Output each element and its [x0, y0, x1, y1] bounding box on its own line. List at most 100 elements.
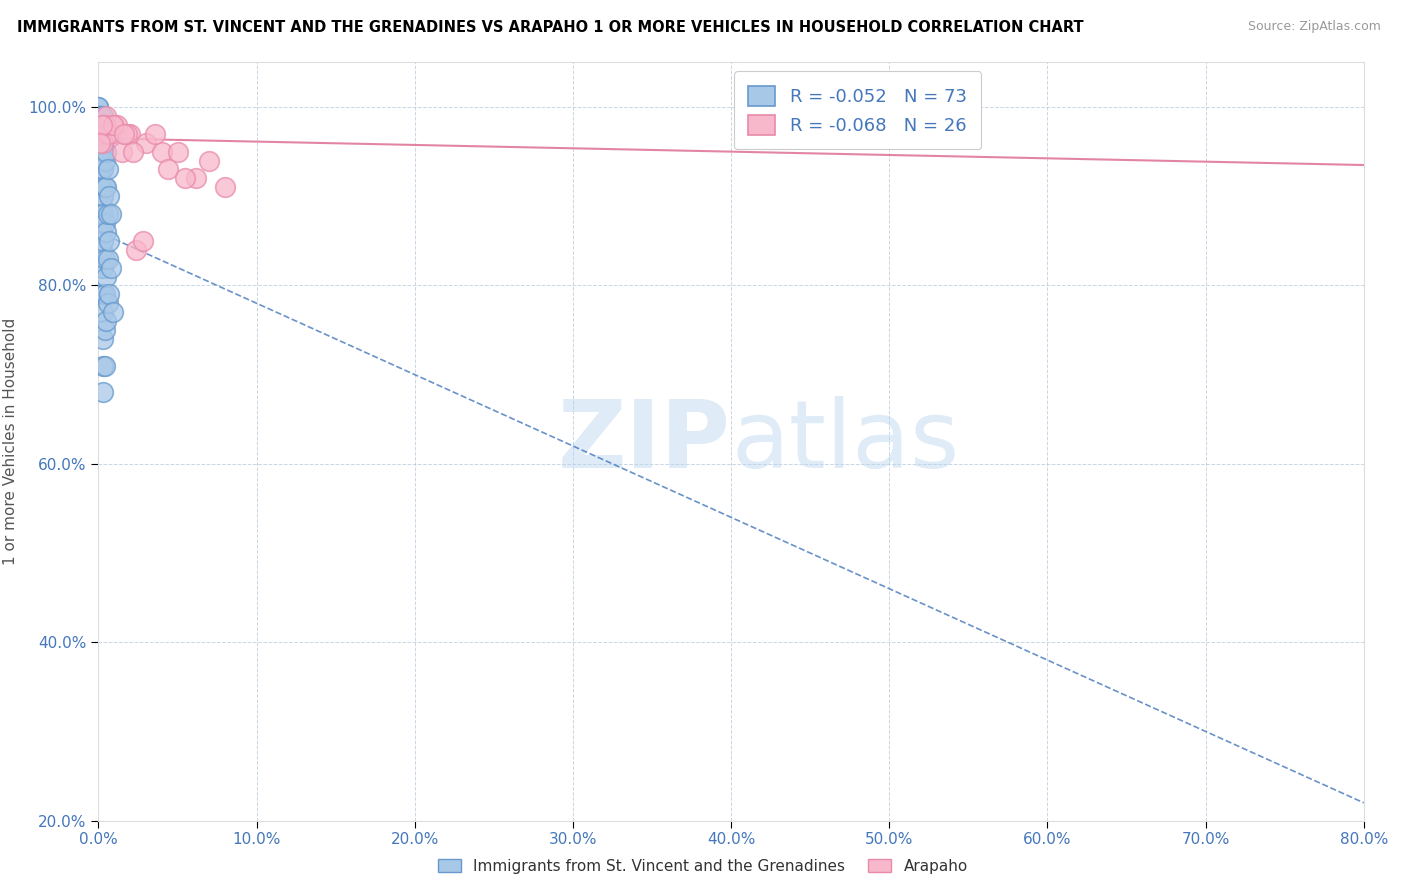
Point	[90, 180, 112, 194]
Point	[93, 180, 117, 194]
Point	[93, 127, 117, 141]
Point	[91, 207, 114, 221]
Point	[97, 252, 120, 266]
Point	[89, 145, 111, 159]
Point	[90, 118, 112, 132]
Point	[91, 162, 114, 177]
Point	[89, 136, 111, 150]
Point	[98, 189, 121, 203]
Point	[89, 136, 111, 150]
Point	[89, 118, 111, 132]
Text: Source: ZipAtlas.com: Source: ZipAtlas.com	[1247, 20, 1381, 33]
Point	[93, 153, 117, 168]
Point	[174, 171, 197, 186]
Point	[93, 216, 117, 230]
Point	[96, 109, 118, 123]
Point	[96, 145, 118, 159]
Point	[91, 305, 114, 319]
Point	[87, 109, 110, 123]
Point	[89, 162, 111, 177]
Point	[93, 323, 117, 337]
Point	[93, 252, 117, 266]
Point	[90, 260, 112, 275]
Legend: Immigrants from St. Vincent and the Grenadines, Arapaho: Immigrants from St. Vincent and the Gren…	[432, 853, 974, 880]
Text: atlas: atlas	[731, 395, 959, 488]
Point	[198, 153, 221, 168]
Point	[166, 145, 188, 159]
Point	[103, 118, 125, 132]
Point	[90, 109, 112, 123]
Point	[87, 100, 110, 114]
Point	[157, 162, 180, 177]
Point	[97, 296, 120, 310]
Point	[96, 269, 118, 284]
Legend: R = -0.052   N = 73, R = -0.068   N = 26: R = -0.052 N = 73, R = -0.068 N = 26	[734, 71, 981, 149]
Point	[93, 359, 117, 373]
Point	[91, 260, 114, 275]
Point	[93, 118, 117, 132]
Point	[89, 127, 111, 141]
Point	[89, 127, 111, 141]
Point	[89, 153, 111, 168]
Point	[89, 153, 111, 168]
Point	[107, 118, 129, 132]
Point	[89, 136, 111, 150]
Point	[87, 109, 110, 123]
Point	[214, 180, 236, 194]
Point	[91, 189, 114, 203]
Point	[89, 145, 111, 159]
Point	[115, 127, 138, 141]
Y-axis label: 1 or more Vehicles in Household: 1 or more Vehicles in Household	[3, 318, 17, 566]
Point	[90, 287, 112, 301]
Point	[186, 171, 208, 186]
Point	[96, 314, 118, 328]
Point	[93, 287, 117, 301]
Point	[91, 127, 114, 141]
Point	[97, 207, 120, 221]
Point	[89, 171, 111, 186]
Point	[96, 180, 118, 194]
Text: IMMIGRANTS FROM ST. VINCENT AND THE GRENADINES VS ARAPAHO 1 OR MORE VEHICLES IN : IMMIGRANTS FROM ST. VINCENT AND THE GREN…	[17, 20, 1084, 35]
Point	[89, 136, 111, 150]
Point	[89, 180, 111, 194]
Point	[120, 127, 141, 141]
Point	[87, 109, 110, 123]
Point	[100, 127, 122, 141]
Point	[90, 225, 112, 239]
Point	[91, 234, 114, 248]
Point	[89, 145, 111, 159]
Point	[100, 260, 122, 275]
Point	[90, 136, 112, 150]
Point	[97, 162, 120, 177]
Point	[90, 127, 112, 141]
Point	[111, 145, 134, 159]
Point	[91, 385, 114, 400]
Point	[89, 109, 111, 123]
Point	[125, 243, 148, 257]
Point	[89, 207, 111, 221]
Point	[91, 145, 114, 159]
Point	[98, 287, 121, 301]
Point	[90, 198, 112, 212]
Point	[101, 305, 124, 319]
Point	[89, 118, 111, 132]
Point	[89, 127, 111, 141]
Point	[122, 145, 145, 159]
Point	[91, 109, 114, 123]
Point	[87, 100, 110, 114]
Point	[100, 207, 122, 221]
Point	[96, 225, 118, 239]
Point	[90, 243, 112, 257]
Point	[101, 118, 124, 132]
Point	[90, 145, 112, 159]
Point	[90, 207, 112, 221]
Point	[90, 162, 112, 177]
Point	[112, 127, 135, 141]
Point	[145, 127, 166, 141]
Point	[91, 287, 114, 301]
Point	[91, 359, 114, 373]
Point	[135, 136, 157, 150]
Point	[150, 145, 173, 159]
Point	[91, 332, 114, 346]
Point	[90, 118, 112, 132]
